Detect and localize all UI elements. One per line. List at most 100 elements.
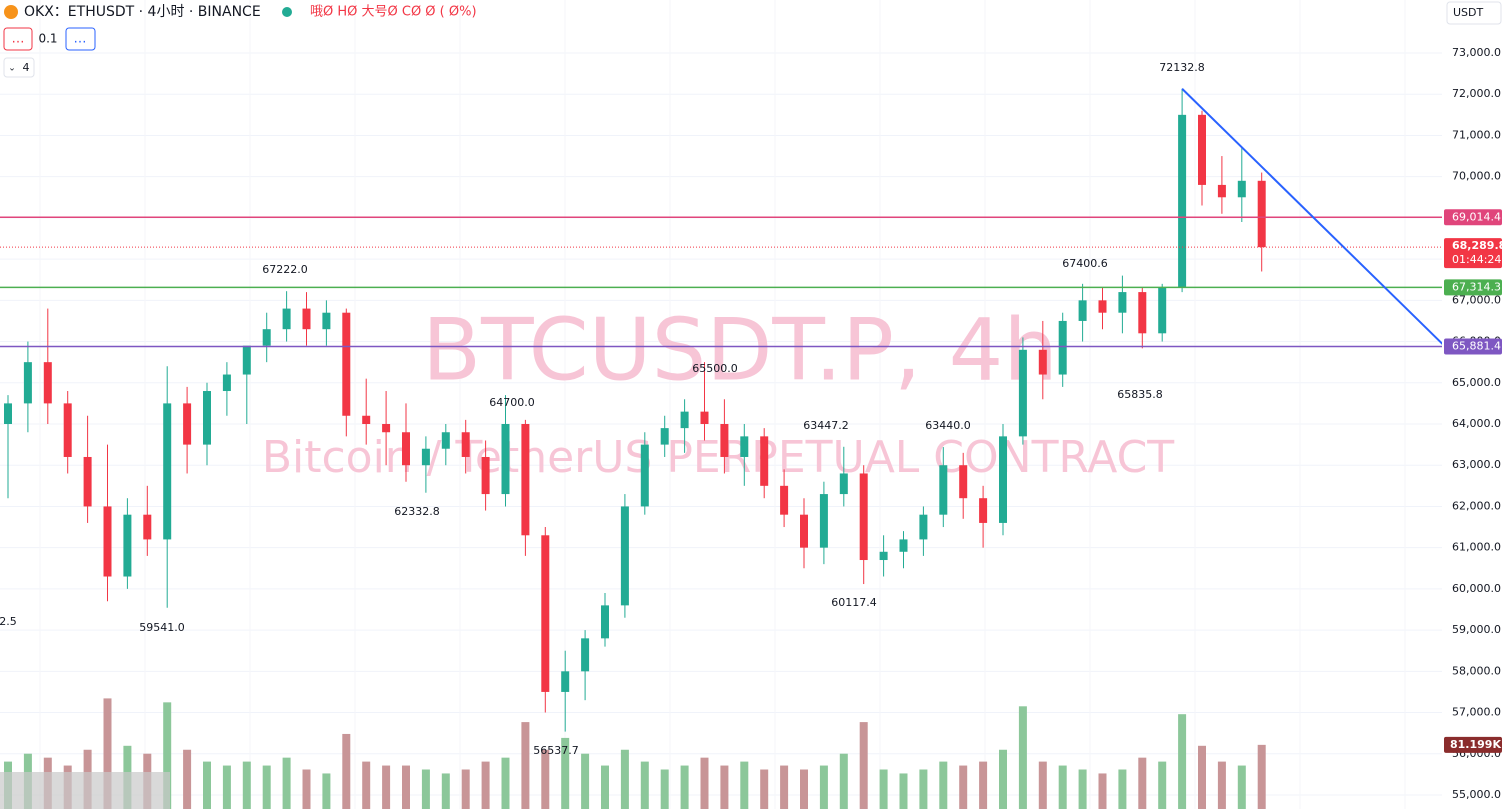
- volume-bar: [1038, 761, 1047, 809]
- trendline: [1181, 88, 1446, 348]
- volume-bar: [441, 773, 450, 809]
- candle-body: [879, 551, 888, 561]
- volume-bar: [1237, 765, 1246, 809]
- candle-body: [302, 308, 311, 330]
- y-tick-label: 71,000.0: [1452, 128, 1501, 141]
- volume-bar: [461, 769, 470, 809]
- volume-bar: [1058, 765, 1067, 809]
- candle-body: [342, 312, 351, 416]
- candle-body: [1257, 180, 1266, 248]
- candle-body: [979, 498, 988, 523]
- high-low-label: 67400.6: [1062, 257, 1108, 270]
- candle-body: [222, 374, 231, 392]
- volume-bar: [1118, 769, 1127, 809]
- candle-body: [521, 423, 530, 536]
- candle-body: [501, 423, 510, 495]
- volume-bar: [262, 765, 271, 809]
- candle-body: [63, 403, 72, 457]
- volume-bar: [819, 765, 828, 809]
- candle-body: [83, 456, 92, 507]
- volume-bar: [322, 773, 331, 809]
- candle-body: [282, 308, 291, 330]
- candle-body: [481, 456, 490, 495]
- candle-body: [1098, 300, 1107, 313]
- countdown: 01:44:24: [1452, 253, 1501, 266]
- volume-bar: [1217, 761, 1226, 809]
- candle-body: [441, 432, 450, 449]
- volume-bar: [601, 765, 609, 809]
- candle-body: [541, 535, 550, 692]
- candle-body: [461, 432, 470, 457]
- high-low-label: 67222.0: [262, 263, 308, 276]
- volume-bar: [183, 749, 192, 809]
- volume-bar: [640, 761, 649, 809]
- volume-bar: [561, 737, 570, 809]
- volume-bar: [760, 769, 769, 809]
- high-low-label: 72132.8: [1159, 61, 1205, 74]
- candle-body: [1078, 300, 1087, 321]
- level-label: 69,014.4: [1452, 210, 1501, 223]
- level-label: 65,881.4: [1452, 339, 1501, 352]
- y-tick-label: 62,000.0: [1452, 499, 1501, 512]
- symbol-title: OKX：ETHUSDT · 4小时 · BINANCE: [24, 4, 261, 20]
- candle-body: [163, 403, 172, 540]
- candle-body: [660, 428, 669, 445]
- y-tick-label: 57,000.0: [1452, 706, 1501, 719]
- volume-bar: [859, 722, 868, 809]
- volume-bar: [1158, 761, 1167, 809]
- volume-bar: [302, 769, 311, 809]
- candle-body: [620, 506, 629, 606]
- candle-body: [4, 403, 12, 424]
- level-tag: [1444, 279, 1502, 296]
- y-tick-label: 59,000.0: [1452, 623, 1501, 636]
- candle-body: [999, 436, 1007, 523]
- currency-button[interactable]: [1446, 1, 1502, 25]
- volume-bar: [541, 749, 550, 809]
- volume-bar: [839, 753, 848, 809]
- last-price-label: 68,289.8: [1452, 239, 1504, 252]
- last-price-tag: [1444, 238, 1502, 269]
- buy-button[interactable]: [65, 27, 96, 51]
- y-tick-label: 64,000.0: [1452, 417, 1501, 430]
- collapse-count[interactable]: 4: [23, 61, 30, 74]
- candle-body: [800, 514, 808, 548]
- candle-body: [1038, 349, 1047, 375]
- candle-body: [203, 391, 211, 445]
- volume-bar: [620, 749, 629, 809]
- high-low-label: 2.5: [0, 615, 17, 628]
- candle-body: [561, 671, 570, 692]
- volume-bar: [800, 769, 808, 809]
- y-tick-label: 60,000.0: [1452, 582, 1501, 595]
- volume-bar: [680, 765, 689, 809]
- level-tag: [1444, 209, 1502, 226]
- candle-body: [183, 403, 192, 445]
- candle-body: [262, 329, 271, 346]
- volume-bar: [203, 761, 211, 809]
- volume-bar: [700, 757, 709, 809]
- y-tick-label: 65,000.0: [1452, 376, 1501, 389]
- volume-bar: [879, 769, 888, 809]
- candle-body: [1058, 320, 1067, 375]
- candle-body: [1018, 349, 1027, 437]
- currency-label[interactable]: USDT: [1453, 6, 1484, 19]
- y-tick-label: 55,000.0: [1452, 788, 1501, 801]
- watermark-subtitle: Bitcoin / TetherUS PERPETUAL CONTRACT: [262, 432, 1174, 483]
- high-low-label: 56537.7: [533, 744, 579, 757]
- volume-bar: [242, 761, 251, 809]
- volume-bar: [939, 761, 948, 809]
- candle-body: [362, 415, 371, 424]
- high-low-label: 63447.2: [803, 419, 849, 432]
- volume-bar: [1098, 773, 1107, 809]
- collapse-chevron[interactable]: ⌄: [8, 64, 16, 74]
- watermark-title: BTCUSDT.P, 4h: [422, 300, 1058, 400]
- volume-bar: [899, 773, 908, 809]
- candle-body: [143, 514, 152, 540]
- sell-button-label[interactable]: …: [12, 32, 25, 47]
- sell-button[interactable]: [3, 27, 33, 51]
- high-low-label: 63440.0: [925, 419, 971, 432]
- buy-button-label[interactable]: …: [74, 32, 87, 47]
- collapse-button[interactable]: [3, 57, 35, 78]
- candle-body: [402, 432, 410, 466]
- volume-bar: [740, 761, 749, 809]
